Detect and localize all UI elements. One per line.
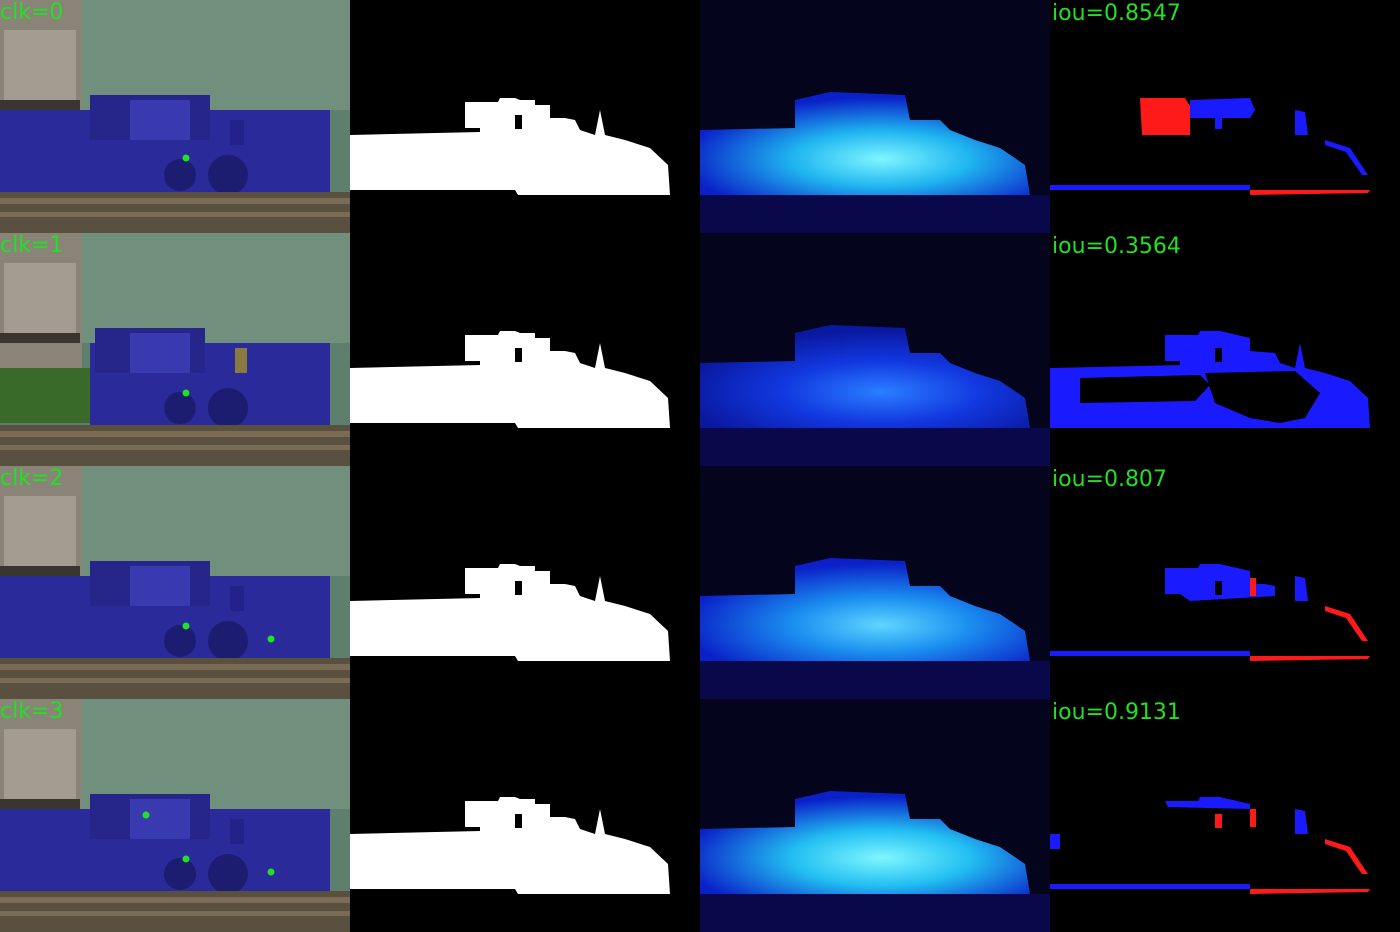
click-point (142, 811, 150, 819)
click-point (182, 389, 190, 397)
train-photo-1 (0, 233, 350, 466)
row-2-heatmap (700, 466, 1050, 699)
gt-mask-3 (350, 797, 670, 894)
click-count-label: clk=0 (0, 0, 64, 25)
iou-label: iou=0.807 (1052, 467, 1167, 492)
row-0-photo: clk=0 (0, 0, 350, 233)
row-3-gt-mask (350, 699, 700, 932)
iou-label: iou=0.3564 (1052, 234, 1181, 259)
row-1-error-map: iou=0.3564 (1050, 233, 1400, 466)
gt-mask-0 (350, 98, 670, 195)
train-photo-3 (0, 699, 350, 932)
row-3-photo: clk=3 (0, 699, 350, 932)
click-point (182, 855, 190, 863)
row-1-photo: clk=1 (0, 233, 350, 466)
click-point (267, 868, 275, 876)
heatmap-0 (700, 0, 1050, 233)
row-0-heatmap (700, 0, 1050, 233)
row-0-error-map: iou=0.8547 (1050, 0, 1400, 233)
row-2-photo: clk=2 (0, 466, 350, 699)
click-count-label: clk=2 (0, 466, 64, 491)
click-point (182, 154, 190, 162)
gt-mask-1 (350, 331, 670, 428)
train-photo-2 (0, 466, 350, 699)
train-photo-0 (0, 0, 350, 233)
row-2-error-map: iou=0.807 (1050, 466, 1400, 699)
click-point (182, 622, 190, 630)
gt-mask-2 (350, 564, 670, 661)
error-map-3 (1050, 797, 1370, 894)
row-2-gt-mask (350, 466, 700, 699)
heatmap-1 (700, 233, 1050, 466)
click-count-label: clk=3 (0, 699, 64, 724)
error-map-1 (1050, 331, 1370, 428)
row-3-heatmap (700, 699, 1050, 932)
click-point (267, 635, 275, 643)
heatmap-2 (700, 466, 1050, 699)
iou-label: iou=0.8547 (1052, 1, 1181, 26)
row-1-gt-mask (350, 233, 700, 466)
heatmap-3 (700, 699, 1050, 932)
error-map-2 (1050, 564, 1370, 661)
click-count-label: clk=1 (0, 233, 64, 258)
error-map-0 (1050, 98, 1370, 195)
row-0-gt-mask (350, 0, 700, 233)
row-3-error-map: iou=0.9131 (1050, 699, 1400, 932)
iou-label: iou=0.9131 (1052, 700, 1181, 725)
row-1-heatmap (700, 233, 1050, 466)
